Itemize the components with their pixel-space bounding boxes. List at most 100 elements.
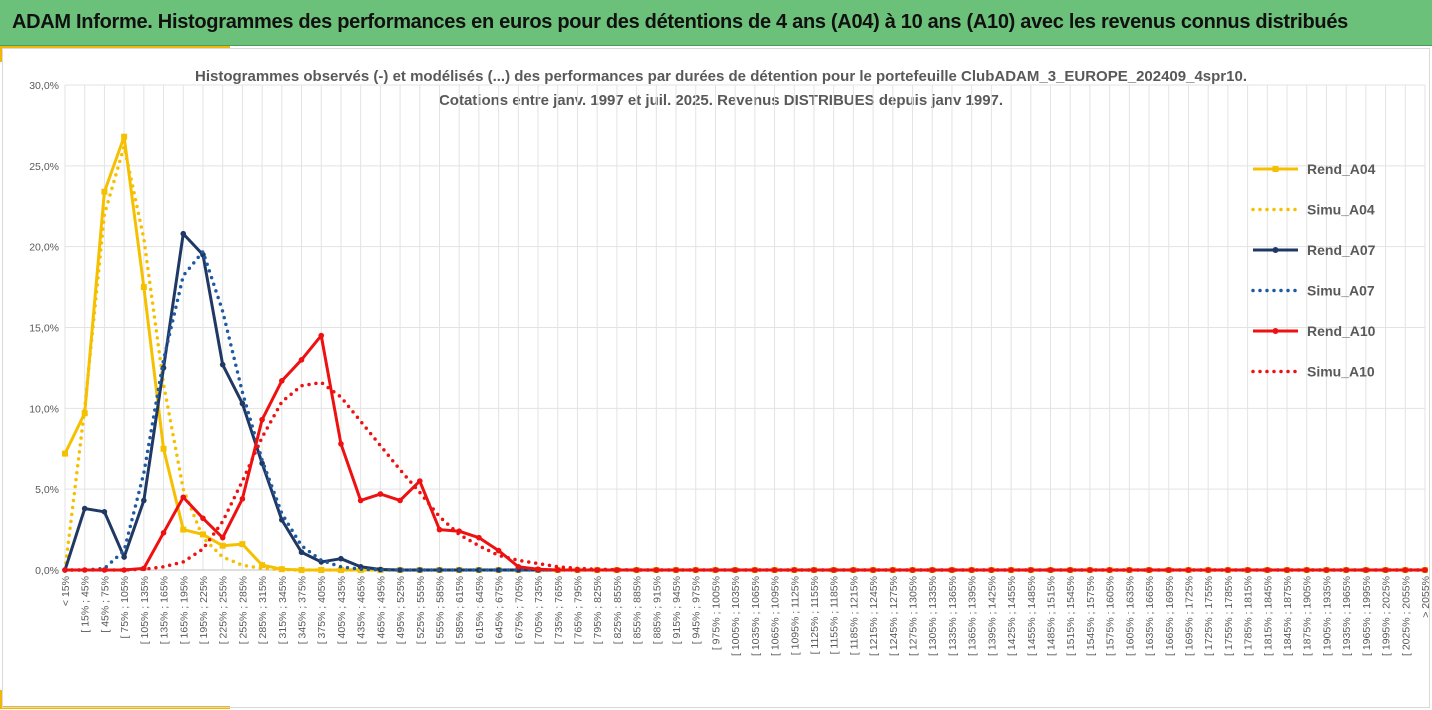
- x-tick-label: [ 75% ; 105%: [119, 576, 131, 638]
- data-point: [279, 378, 285, 384]
- data-point: [337, 567, 344, 573]
- x-tick-label: [ 1935% ; 1965%: [1341, 576, 1353, 656]
- x-tick-label: [ 195% ; 225%: [198, 576, 210, 644]
- legend-label: Rend_A07: [1307, 242, 1376, 258]
- x-tick-label: [ 1155% ; 1185%: [829, 576, 841, 654]
- legend-marker: [1272, 247, 1279, 253]
- x-tick-label: [ 1095% ; 1125%: [789, 576, 801, 655]
- gridlines: [64, 84, 1426, 571]
- data-point: [495, 547, 502, 554]
- x-tick-label: [ 885% ; 915%: [651, 576, 663, 644]
- y-tick-label: 10,0%: [29, 403, 59, 415]
- data-point: [338, 441, 344, 447]
- data-point: [298, 357, 305, 363]
- data-point: [476, 534, 482, 541]
- data-point: [298, 549, 305, 556]
- x-tick-label: [ 1575% ; 1605%: [1105, 576, 1117, 656]
- data-point: [81, 410, 88, 417]
- data-point: [830, 567, 837, 573]
- x-tick-label: [ 1485% ; 1515%: [1046, 576, 1058, 656]
- x-tick-label: [ 165% ; 195%: [178, 576, 190, 644]
- legend-label: Rend_A04: [1307, 161, 1376, 177]
- data-point: [554, 567, 561, 573]
- series-line-Rend_A04: [63, 135, 1425, 572]
- legend-item-Rend_A04: Rend_A04: [1253, 161, 1376, 177]
- x-tick-label: [ 1905% ; 1935%: [1321, 576, 1333, 656]
- data-point: [1284, 567, 1290, 573]
- y-axis: 0,0% 5,0% 10,0% 15,0% 20,0% 25,0% 30,0%: [29, 80, 59, 577]
- x-tick-label: [ 105% ; 135%: [139, 576, 151, 644]
- x-tick-label: [ 1395% ; 1425%: [986, 576, 998, 656]
- series-Rend_A04: [62, 133, 1428, 573]
- y-tick-label: 20,0%: [29, 242, 59, 254]
- x-tick-label: [ 255% ; 285%: [237, 576, 249, 644]
- data-point: [160, 445, 167, 452]
- x-tick-label: [ 1545% ; 1575%: [1085, 576, 1097, 656]
- x-tick-label: [ 855% ; 885%: [632, 576, 644, 644]
- x-tick-label: [ 1185% ; 1215%: [848, 576, 860, 655]
- series-Simu_A10: [63, 380, 1427, 572]
- x-tick-label: [ 1755% ; 1785%: [1223, 576, 1235, 656]
- x-tick-label: [ 15% ; 45%: [80, 576, 92, 633]
- data-point: [495, 567, 502, 573]
- data-point: [180, 526, 187, 533]
- x-tick-label: [ 795% ; 825%: [592, 576, 604, 644]
- x-tick-label: [ 1605% ; 1635%: [1124, 576, 1136, 656]
- x-axis: < 15% [ 15% ; 45% [ 45% ; 75% [ 75% ; 105% […: [60, 569, 1429, 656]
- accent-line-left-bottom: [0, 690, 3, 709]
- x-tick-label: [ 45% ; 75%: [99, 576, 111, 633]
- y-tick-label: 30,0%: [29, 80, 59, 92]
- y-tick-label: 5,0%: [35, 484, 59, 496]
- x-tick-label: [ 825% ; 855%: [612, 576, 624, 644]
- x-tick-label: [ 135% ; 165%: [159, 576, 171, 644]
- x-tick-label: < 15%: [60, 576, 72, 606]
- series-line-Simu_A07: [63, 249, 1427, 572]
- series-line-Simu_A04: [63, 144, 1427, 572]
- data-point: [121, 554, 127, 560]
- x-tick-label: [ 1065% ; 1095%: [770, 576, 782, 656]
- x-tick-label: [ 975% ; 1005%: [710, 576, 722, 650]
- data-point: [850, 567, 857, 573]
- legend-item-Simu_A07: Simu_A07: [1251, 283, 1375, 299]
- data-point: [141, 497, 147, 504]
- data-point: [318, 332, 325, 339]
- series-Rend_A07: [62, 230, 1428, 573]
- x-tick-label: [ 495% ; 525%: [395, 576, 407, 644]
- data-point: [752, 567, 758, 573]
- chart-area: Histogrammes observés (-) et modélisés (…: [2, 48, 1430, 708]
- x-tick-label: [ 1635% ; 1665%: [1144, 576, 1156, 656]
- x-tick-label: [ 1875% ; 1905%: [1302, 576, 1314, 656]
- legend-item-Rend_A10: Rend_A10: [1253, 323, 1376, 339]
- plot-series: [62, 133, 1428, 573]
- x-tick-label: [ 1245% ; 1275%: [888, 576, 900, 656]
- x-tick-label: [ 345% ; 375%: [297, 576, 309, 644]
- series-Rend_A10: [62, 332, 1428, 573]
- chart-title: Histogrammes observés (-) et modélisés (…: [195, 68, 1247, 85]
- legend-item-Rend_A07: Rend_A07: [1253, 242, 1376, 258]
- data-point: [200, 515, 206, 522]
- x-tick-label: [ 1725% ; 1755%: [1203, 576, 1215, 656]
- x-tick-label: [ 915% ; 945%: [671, 576, 683, 644]
- x-tick-label: [ 1785% ; 1815%: [1243, 576, 1255, 656]
- x-tick-label: [ 1005% ; 1035%: [730, 576, 742, 656]
- x-tick-label: [ 435% ; 465%: [356, 576, 368, 644]
- data-point: [219, 361, 226, 368]
- data-point: [101, 509, 108, 515]
- line-chart: Histogrammes observés (-) et modélisés (…: [29, 68, 1429, 656]
- x-tick-label: [ 1275% ; 1305%: [908, 576, 920, 656]
- x-tick-label: [ 645% ; 675%: [494, 576, 506, 644]
- x-tick-label: [ 675% ; 705%: [513, 576, 525, 644]
- x-tick-label: [ 1515% ; 1545%: [1065, 576, 1077, 656]
- x-tick-label: [ 2025% ; 2055%: [1400, 576, 1412, 656]
- chart-subtitle: Cotations entre janv. 1997 et juil. 2025…: [439, 92, 1003, 109]
- data-point: [515, 563, 522, 570]
- legend-item-Simu_A04: Simu_A04: [1251, 202, 1375, 218]
- data-point: [357, 497, 364, 504]
- data-point: [259, 416, 265, 423]
- x-tick-label: [ 1965% ; 1995%: [1361, 576, 1373, 656]
- data-point: [436, 526, 443, 533]
- x-tick-label: [ 315% ; 345%: [277, 576, 289, 644]
- data-point: [180, 494, 187, 501]
- x-tick-label: [ 615% ; 645%: [474, 576, 486, 644]
- data-point: [1047, 567, 1054, 573]
